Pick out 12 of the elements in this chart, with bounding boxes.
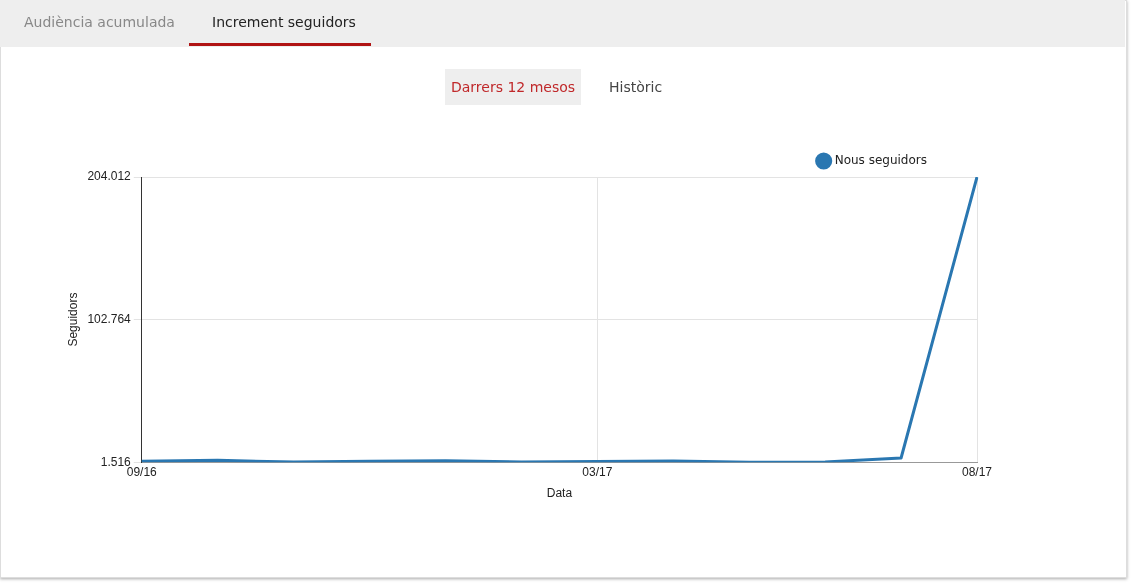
y-tick-label: 204.012	[87, 169, 132, 184]
x-tick-label: 09/16	[126, 464, 158, 479]
text: Històric	[608, 78, 664, 97]
y-axis-title: Seguidors	[65, 292, 80, 347]
x-tick-label: 08/17	[961, 464, 993, 479]
text: Audiència acumulada	[24, 14, 175, 30]
y-tick-label: 102.764	[87, 311, 132, 326]
text: Increment seguidors	[212, 14, 356, 30]
legend-label: Nous seguidors	[834, 153, 927, 168]
x-axis-title: Data	[546, 486, 573, 501]
x-tick-label: 03/17	[582, 464, 613, 479]
text: Darrers 12 mesos	[445, 69, 582, 105]
